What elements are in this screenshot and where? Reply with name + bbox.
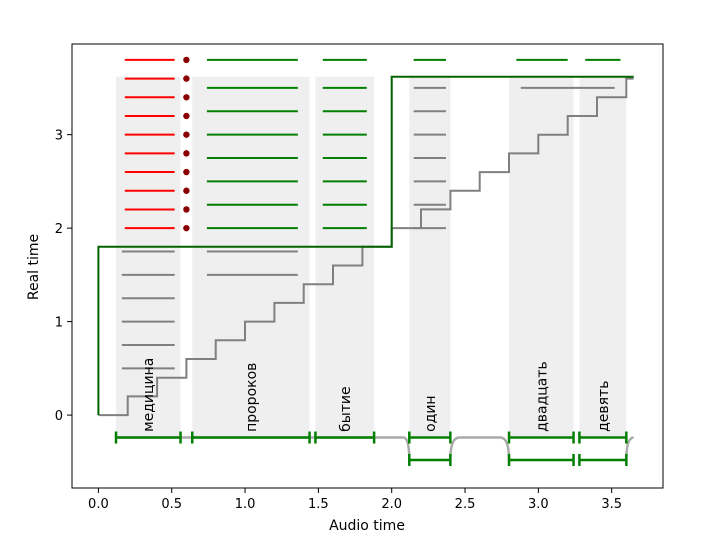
word-band-3 [315, 76, 375, 438]
dark-red-dot [183, 206, 190, 213]
x-tick-label: 1.5 [308, 497, 329, 512]
axis-ticks: 0.0 0.5 1.0 1.5 2.0 2.5 3.0 3.5 0 1 2 3 [55, 129, 622, 512]
x-tick-label: 0.0 [88, 497, 109, 512]
dark-red-dot [183, 75, 190, 82]
word-label-2: пророков [244, 363, 260, 432]
word-band-6 [579, 76, 627, 438]
y-tick-label: 0 [55, 409, 63, 424]
axes-frame [71, 43, 664, 489]
x-tick-label: 2.5 [455, 497, 476, 512]
plot-area: медицина пророков бытие один двадцать девять [97, 56, 634, 466]
word-band-2 [192, 76, 310, 438]
word-label-1: медицина [141, 358, 157, 432]
word-band-5 [509, 76, 574, 438]
dark-red-dot [183, 131, 190, 138]
word-label-6: девять [596, 381, 612, 432]
plot-frame [71, 43, 664, 489]
dark-red-dot [183, 150, 190, 157]
y-axis-label: Real time [26, 234, 42, 300]
y-tick-label: 3 [55, 129, 63, 144]
x-tick-label: 0.5 [161, 497, 182, 512]
x-tick-label: 1.0 [235, 497, 256, 512]
dark-red-dot [183, 112, 190, 120]
x-tick-label: 3.0 [528, 497, 549, 512]
x-axis-label: Audio time [329, 518, 405, 534]
word-label-4: один [423, 395, 439, 432]
y-tick-label: 2 [55, 222, 63, 237]
dark-red-dot [183, 94, 190, 101]
dark-red-dot [183, 224, 190, 232]
dark-red-dot [183, 168, 190, 176]
y-tick-label: 1 [55, 316, 63, 331]
dark-red-dot [183, 56, 190, 64]
word-label-5: двадцать [534, 361, 550, 432]
word-band-4 [409, 76, 451, 438]
green-step-series [97, 75, 634, 416]
x-tick-label: 3.5 [601, 497, 622, 512]
word-label-3: бытие [338, 386, 354, 432]
dark-red-dot [183, 187, 190, 194]
x-tick-label: 2.0 [381, 497, 402, 512]
